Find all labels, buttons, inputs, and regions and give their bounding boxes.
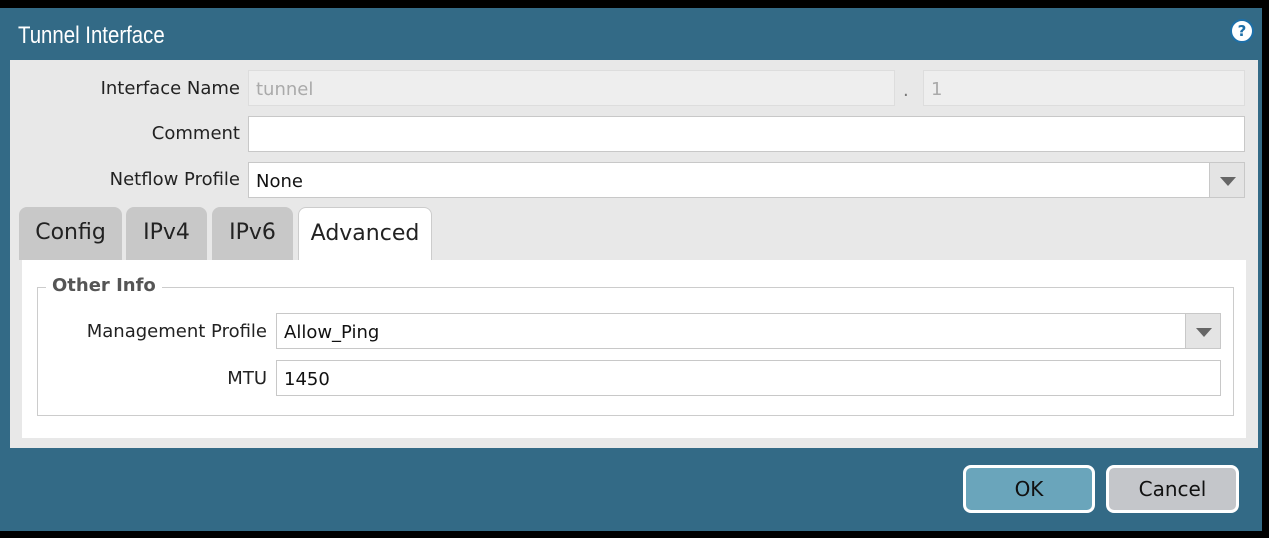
management-profile-select[interactable]: Allow_Ping <box>276 313 1186 349</box>
cancel-button[interactable]: Cancel <box>1106 465 1239 513</box>
mtu-label: MTU <box>227 368 267 389</box>
other-info-fieldset: Other Info Management Profile Allow_Ping… <box>37 275 1234 416</box>
interface-suffix-field: 1 <box>923 70 1245 106</box>
ok-button[interactable]: OK <box>963 465 1095 513</box>
tab-advanced[interactable]: Advanced <box>298 207 432 261</box>
tab-config[interactable]: Config <box>19 207 122 260</box>
interface-name-label: Interface Name <box>100 78 240 99</box>
netflow-profile-select[interactable]: None <box>248 162 1210 198</box>
chevron-down-icon[interactable] <box>1209 162 1245 198</box>
interface-name-field: tunnel <box>248 70 895 106</box>
tunnel-interface-dialog: Tunnel Interface ? Interface Name tunnel… <box>0 8 1262 531</box>
mtu-field[interactable]: 1450 <box>276 360 1221 396</box>
comment-label: Comment <box>151 123 240 144</box>
netflow-profile-label: Netflow Profile <box>109 169 240 190</box>
tab-ipv4[interactable]: IPv4 <box>126 207 207 260</box>
other-info-legend: Other Info <box>46 275 162 296</box>
advanced-panel: Other Info Management Profile Allow_Ping… <box>22 260 1246 438</box>
management-profile-label: Management Profile <box>86 321 267 342</box>
dialog-body: Interface Name tunnel . 1 Comment Netflo… <box>10 60 1258 448</box>
separator: . <box>903 80 909 101</box>
comment-field[interactable] <box>248 116 1245 152</box>
help-icon[interactable]: ? <box>1230 19 1254 43</box>
chevron-down-icon[interactable] <box>1185 313 1221 349</box>
tab-ipv6[interactable]: IPv6 <box>212 207 293 260</box>
dialog-title: Tunnel Interface <box>18 22 165 49</box>
